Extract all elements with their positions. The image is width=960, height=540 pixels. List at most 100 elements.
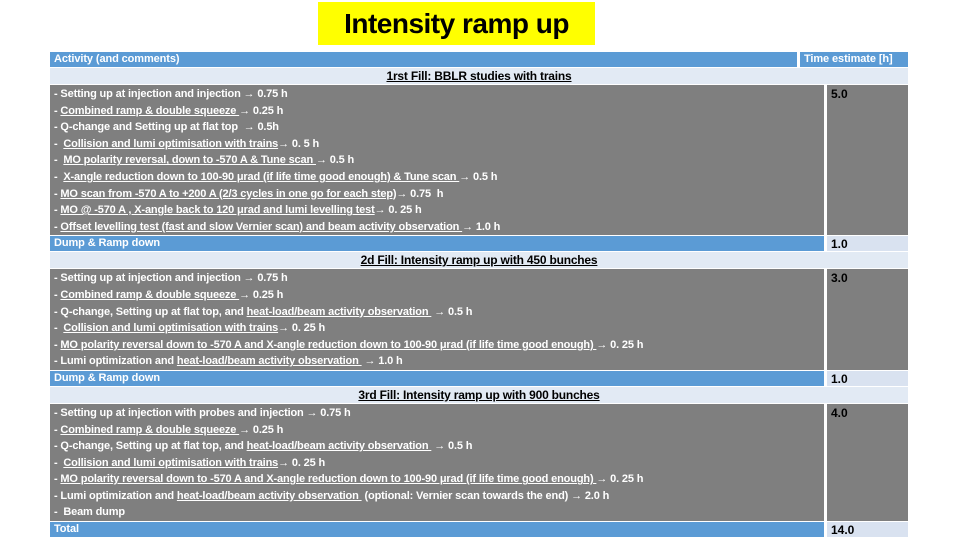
activity-text-underlined: Collision and lumi optimisation with tra… [63, 322, 279, 335]
activity-text: → 0.5 h [315, 154, 355, 167]
activity-text: - [54, 170, 64, 183]
activity-text: - [54, 322, 64, 335]
activity-item: - Q-change, Setting up at flat top, and … [54, 438, 824, 455]
activity-text: - Q-change, Setting up at flat top, and [54, 305, 247, 318]
activity-text: → 0. 25 h [374, 204, 422, 217]
activity-text: - Beam dump [54, 506, 125, 519]
activity-text-underlined: MO polarity reversal, down to -570 A & T… [63, 154, 316, 167]
activity-item: - Collision and lumi optimisation with t… [54, 455, 824, 472]
fill-title: 2d Fill: Intensity ramp up with 450 bunc… [50, 252, 908, 269]
activity-text: → 0. 5 h [278, 137, 320, 150]
total-label: Total [50, 522, 824, 538]
dump-time-value: 1.0 [831, 371, 848, 386]
fill-title-row: 3rd Fill: Intensity ramp up with 900 bun… [50, 386, 908, 403]
dump-time-cell: 1.0 [827, 236, 908, 252]
total-time-value: 14.0 [831, 523, 855, 538]
activity-item: - Setting up at injection and injection … [54, 270, 824, 287]
fill-body-row: - Setting up at injection and injection … [50, 85, 908, 236]
activity-text-underlined: heat-load/beam activity observation [246, 305, 432, 318]
activity-text: - [54, 423, 61, 436]
activity-item: - MO polarity reversal, down to -570 A &… [54, 152, 824, 169]
dump-ramp-down-row: Dump & Ramp down 1.0 [50, 236, 908, 252]
activity-item: - MO scan from -570 A to +200 A (2/3 cyc… [54, 186, 824, 203]
activity-text: - [54, 456, 64, 469]
activity-text-underlined: MO polarity reversal down to -570 A and … [60, 473, 597, 486]
activity-item: - Combined ramp & double squeeze → 0.25 … [54, 422, 824, 439]
activity-item: - MO @ -570 A , X-angle back to 120 μrad… [54, 202, 824, 219]
activity-text-underlined: heat-load/beam activity observation [246, 440, 432, 453]
activity-text: - Lumi optimization and [54, 489, 177, 502]
activity-text: → 0.5 h [431, 305, 473, 318]
time-estimate-value: 3.0 [831, 271, 848, 286]
activity-text-underlined: Combined ramp & double squeeze [60, 423, 240, 436]
activity-item: - Beam dump [54, 504, 824, 521]
activity-text-underlined: MO scan from -570 A to +200 A (2/3 cycle… [60, 187, 397, 200]
time-estimate-cell: 3.0 [827, 269, 908, 370]
activity-text-underlined: heat-load/beam activity observation [176, 489, 362, 502]
activity-text: (optional: Vernier scan towards the end)… [361, 489, 610, 502]
dump-time-cell: 1.0 [827, 370, 908, 386]
activity-text: - [54, 288, 61, 301]
activity-table: Activity (and comments) Time estimate [h… [50, 52, 908, 538]
activity-text: → 0. 25 h [278, 322, 326, 335]
time-estimate-value: 4.0 [831, 405, 848, 420]
activity-text-underlined: heat-load/beam activity observation [176, 355, 362, 368]
activity-item: - Setting up at injection with probes an… [54, 405, 824, 422]
activity-text: - [54, 154, 64, 167]
activity-item: - Combined ramp & double squeeze → 0.25 … [54, 287, 824, 304]
activity-text: → 0. 25 h [596, 338, 644, 351]
activity-text-underlined: MO @ -570 A , X-angle back to 120 μrad a… [60, 204, 375, 217]
activity-text: → 0.5 h [431, 440, 473, 453]
fill-title-row: 1rst Fill: BBLR studies with trains [50, 68, 908, 84]
time-estimate-cell: 4.0 [827, 403, 908, 522]
activity-item: - Combined ramp & double squeeze → 0.25 … [54, 103, 824, 120]
activity-text: - Setting up at injection with probes an… [54, 406, 351, 419]
activity-item: - Setting up at injection and injection … [54, 86, 824, 103]
fill-title: 1rst Fill: BBLR studies with trains [50, 68, 908, 84]
fill-body-row: - Setting up at injection and injection … [50, 269, 908, 370]
activity-item: - X-angle reduction down to 100-90 μrad … [54, 169, 824, 186]
activity-text: - [54, 104, 61, 117]
activity-item: - Collision and lumi optimisation with t… [54, 136, 824, 153]
activity-text: - [54, 204, 61, 217]
fill-title-row: 2d Fill: Intensity ramp up with 450 bunc… [50, 252, 908, 269]
dump-ramp-down-label: Dump & Ramp down [50, 370, 824, 386]
fill-title: 3rd Fill: Intensity ramp up with 900 bun… [50, 386, 908, 403]
total-time-cell: 14.0 [827, 522, 908, 538]
activity-item: - MO polarity reversal down to -570 A an… [54, 337, 824, 354]
activity-text: - [54, 187, 61, 200]
activity-text: → 0.25 h [239, 423, 284, 436]
activity-text-underlined: MO polarity reversal down to -570 A and … [60, 338, 597, 351]
activity-text: → 0.75 h [396, 187, 444, 200]
activity-text: → 0.5 h [459, 170, 498, 183]
activity-text-underlined: Collision and lumi optimisation with tra… [63, 137, 279, 150]
header-time-label: Time estimate [h] [800, 52, 908, 67]
activity-text: → 0.25 h [239, 288, 284, 301]
activity-text-underlined: Combined ramp & double squeeze [60, 288, 240, 301]
slide-title: Intensity ramp up [318, 2, 595, 45]
activity-text: → 0. 25 h [596, 473, 644, 486]
activity-text: - [54, 473, 61, 486]
activity-item: - Lumi optimization and heat-load/beam a… [54, 353, 824, 370]
activity-text-underlined: Combined ramp & double squeeze [60, 104, 240, 117]
activity-text: - Setting up at injection and injection … [54, 88, 288, 100]
activity-item: - Q-change, Setting up at flat top, and … [54, 304, 824, 321]
activity-text: → 1.0 h [361, 355, 403, 368]
activity-text: - Lumi optimization and [54, 355, 177, 368]
activity-item: - Lumi optimization and heat-load/beam a… [54, 488, 824, 505]
activity-item: - Q-change and Setting up at flat top → … [54, 119, 824, 136]
activity-text: - Q-change and Setting up at flat top → … [54, 121, 279, 134]
activity-text: → 0.25 h [239, 104, 284, 117]
activity-text: → 0. 25 h [278, 456, 326, 469]
activity-list: - Setting up at injection and injection … [50, 269, 824, 370]
activity-text: - [54, 137, 64, 150]
dump-ramp-down-row: Dump & Ramp down 1.0 [50, 370, 908, 386]
activity-text: - [54, 338, 61, 351]
header-activity-label: Activity (and comments) [50, 52, 797, 67]
activity-list: - Setting up at injection and injection … [50, 85, 824, 236]
total-row: Total 14.0 [50, 522, 908, 538]
dump-time-value: 1.0 [831, 237, 848, 252]
activity-text: → 1.0 h [462, 220, 501, 233]
activity-text: - Q-change, Setting up at flat top, and [54, 440, 247, 453]
